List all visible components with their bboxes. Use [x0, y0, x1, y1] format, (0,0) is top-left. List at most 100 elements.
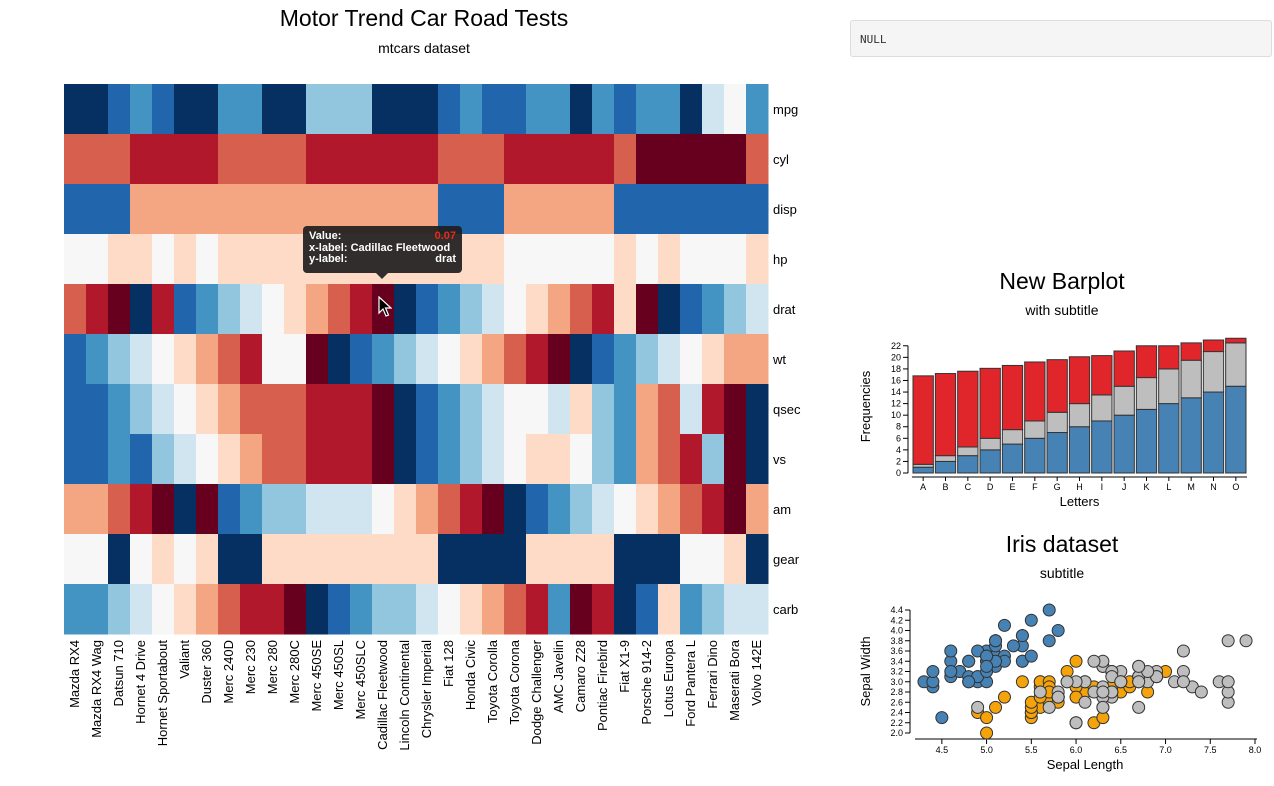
heatmap-cell[interactable]: [504, 434, 527, 485]
heatmap-cell[interactable]: [328, 284, 351, 335]
heatmap-cell[interactable]: [196, 184, 219, 235]
heatmap-cell[interactable]: [592, 584, 615, 635]
heatmap-cell[interactable]: [196, 234, 219, 285]
heatmap-cell[interactable]: [746, 384, 769, 435]
heatmap-cell[interactable]: [394, 84, 417, 135]
heatmap-cell[interactable]: [152, 534, 175, 585]
heatmap-cell[interactable]: [548, 334, 571, 385]
heatmap-cell[interactable]: [548, 534, 571, 585]
heatmap-cell[interactable]: [86, 334, 109, 385]
heatmap-cell[interactable]: [152, 284, 175, 335]
heatmap-cell[interactable]: [174, 184, 197, 235]
heatmap-cell[interactable]: [570, 134, 593, 185]
heatmap-cell[interactable]: [196, 484, 219, 535]
heatmap-cell[interactable]: [174, 84, 197, 135]
heatmap-cell[interactable]: [218, 384, 241, 435]
heatmap-cell[interactable]: [174, 534, 197, 585]
heatmap-cell[interactable]: [86, 484, 109, 535]
heatmap-cell[interactable]: [570, 184, 593, 235]
heatmap-cell[interactable]: [306, 434, 329, 485]
heatmap-cell[interactable]: [350, 434, 373, 485]
heatmap-cell[interactable]: [680, 234, 703, 285]
heatmap-cell[interactable]: [372, 334, 395, 385]
heatmap-cell[interactable]: [284, 334, 307, 385]
heatmap-cell[interactable]: [64, 184, 87, 235]
heatmap-cell[interactable]: [680, 134, 703, 185]
heatmap-cell[interactable]: [702, 84, 725, 135]
heatmap-cell[interactable]: [306, 534, 329, 585]
heatmap-cell[interactable]: [240, 184, 263, 235]
heatmap-cell[interactable]: [130, 234, 153, 285]
heatmap-cell[interactable]: [86, 234, 109, 285]
heatmap-cell[interactable]: [306, 334, 329, 385]
heatmap-cell[interactable]: [328, 384, 351, 435]
heatmap-cell[interactable]: [614, 384, 637, 435]
heatmap-cell[interactable]: [504, 384, 527, 435]
heatmap-cell[interactable]: [416, 384, 439, 435]
heatmap-cell[interactable]: [306, 134, 329, 185]
heatmap-cell[interactable]: [416, 84, 439, 135]
heatmap-cell[interactable]: [658, 384, 681, 435]
heatmap-cell[interactable]: [504, 184, 527, 235]
heatmap-cell[interactable]: [240, 334, 263, 385]
heatmap-cell[interactable]: [724, 384, 747, 435]
heatmap-cell[interactable]: [746, 584, 769, 635]
heatmap-cell[interactable]: [614, 284, 637, 335]
heatmap-cell[interactable]: [438, 184, 461, 235]
heatmap-cell[interactable]: [86, 84, 109, 135]
heatmap-cell[interactable]: [130, 584, 153, 635]
heatmap-cell[interactable]: [86, 134, 109, 185]
heatmap-cell[interactable]: [372, 584, 395, 635]
heatmap-cell[interactable]: [328, 184, 351, 235]
heatmap-cell[interactable]: [372, 184, 395, 235]
heatmap-cell[interactable]: [658, 534, 681, 585]
heatmap-cell[interactable]: [152, 184, 175, 235]
heatmap-cell[interactable]: [108, 334, 131, 385]
heatmap-cell[interactable]: [394, 434, 417, 485]
heatmap-cell[interactable]: [306, 584, 329, 635]
heatmap-cell[interactable]: [86, 184, 109, 235]
heatmap-cell[interactable]: [548, 134, 571, 185]
heatmap-cell[interactable]: [614, 584, 637, 635]
heatmap-cell[interactable]: [262, 284, 285, 335]
heatmap-cell[interactable]: [284, 584, 307, 635]
heatmap-cell[interactable]: [746, 84, 769, 135]
heatmap-cell[interactable]: [394, 134, 417, 185]
heatmap-cell[interactable]: [328, 534, 351, 585]
heatmap-cell[interactable]: [416, 134, 439, 185]
heatmap-cell[interactable]: [350, 534, 373, 585]
heatmap-cell[interactable]: [262, 84, 285, 135]
heatmap-cell[interactable]: [306, 84, 329, 135]
heatmap-cell[interactable]: [460, 184, 483, 235]
heatmap-cell[interactable]: [526, 84, 549, 135]
heatmap-cell[interactable]: [482, 584, 505, 635]
heatmap-cell[interactable]: [658, 584, 681, 635]
heatmap-cell[interactable]: [438, 284, 461, 335]
heatmap-cell[interactable]: [196, 334, 219, 385]
heatmap-cell[interactable]: [130, 284, 153, 335]
heatmap-cell[interactable]: [416, 334, 439, 385]
heatmap-cell[interactable]: [152, 334, 175, 385]
heatmap-cell[interactable]: [218, 84, 241, 135]
heatmap-cell[interactable]: [702, 334, 725, 385]
heatmap-cell[interactable]: [614, 334, 637, 385]
heatmap-cell[interactable]: [592, 184, 615, 235]
heatmap-cell[interactable]: [724, 284, 747, 335]
heatmap-cell[interactable]: [350, 334, 373, 385]
heatmap-cell[interactable]: [636, 484, 659, 535]
heatmap-cell[interactable]: [240, 484, 263, 535]
heatmap-cell[interactable]: [284, 84, 307, 135]
heatmap-cell[interactable]: [196, 384, 219, 435]
heatmap-cell[interactable]: [108, 184, 131, 235]
heatmap-cell[interactable]: [570, 484, 593, 535]
heatmap-cell[interactable]: [196, 584, 219, 635]
heatmap-cell[interactable]: [174, 584, 197, 635]
heatmap-cell[interactable]: [152, 234, 175, 285]
heatmap-cell[interactable]: [394, 284, 417, 335]
heatmap-cell[interactable]: [702, 534, 725, 585]
heatmap-cell[interactable]: [218, 234, 241, 285]
heatmap-cell[interactable]: [504, 284, 527, 335]
heatmap-cell[interactable]: [416, 284, 439, 335]
heatmap-cell[interactable]: [680, 184, 703, 235]
heatmap-cell[interactable]: [614, 84, 637, 135]
